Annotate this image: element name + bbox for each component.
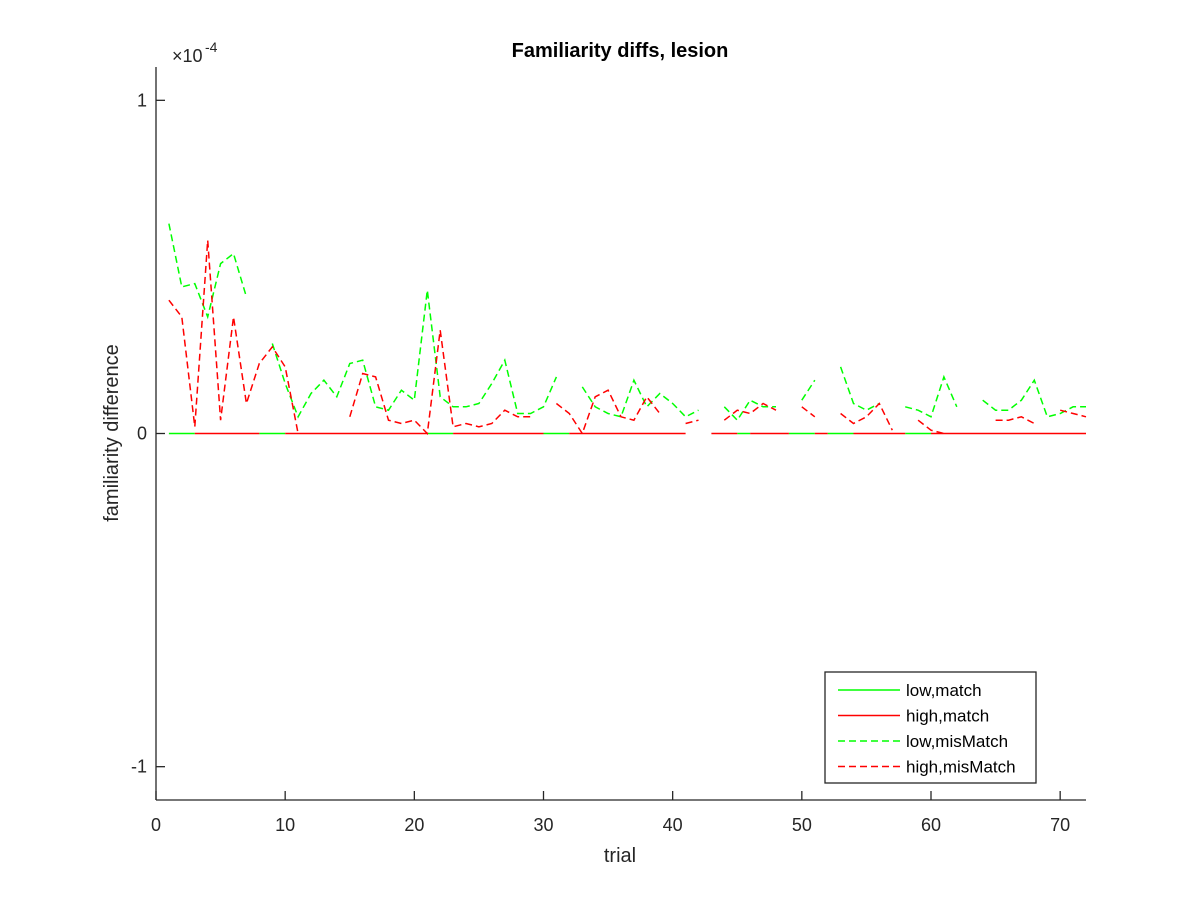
x-tick-label: 40 [663, 815, 683, 835]
series-line-low-mismatch [905, 374, 958, 418]
series-line-high-mismatch [917, 419, 945, 435]
legend-entry-label: low,match [906, 681, 982, 700]
chart-title: Familiarity diffs, lesion [512, 40, 729, 62]
plot-lines [168, 223, 1087, 436]
y-exponent-power: -4 [205, 39, 218, 55]
legend: low,match high,match low,misMatch high,misM… [824, 671, 1037, 784]
series-line-high-mismatch [685, 419, 699, 425]
series-line-high-mismatch [995, 416, 1035, 425]
y-exponent-base: ×10 [172, 46, 203, 66]
series-line-low-mismatch [271, 290, 558, 419]
legend-entry-label: low,misMatch [906, 732, 1008, 751]
x-tick-label: 20 [404, 815, 424, 835]
legend-entry-label: high,match [906, 707, 989, 726]
series-line-high-mismatch [801, 406, 816, 418]
x-tick-label: 0 [151, 815, 161, 835]
y-axis-label: familiarity difference [101, 344, 123, 521]
series-line-high-mismatch [555, 389, 661, 436]
series-line-low-mismatch [801, 379, 816, 401]
series-line-low-mismatch [982, 378, 1086, 418]
x-tick-label: 60 [921, 815, 941, 835]
series-line-low-mismatch [581, 378, 699, 418]
x-axis-label: trial [604, 845, 636, 867]
y-exponent-label: ×10 -4 [172, 39, 218, 66]
series-line-low-mismatch [839, 366, 880, 412]
axes: 0 10 20 30 40 50 60 70 -1 0 1 [131, 67, 1086, 835]
legend-entry-label: high,misMatch [906, 758, 1016, 777]
y-tick-label: 0 [137, 424, 147, 444]
series-line-high-mismatch [840, 402, 893, 431]
x-tick-label: 50 [792, 815, 812, 835]
x-tick-label: 10 [275, 815, 295, 835]
series-low-mismatch [168, 223, 1086, 422]
series-line-high-mismatch [349, 330, 531, 436]
series-line-low-mismatch [168, 223, 248, 320]
series-line-low-mismatch [723, 399, 776, 422]
y-tick-label: 1 [137, 90, 147, 110]
series-line-high-mismatch [723, 402, 777, 421]
series-high-mismatch [168, 240, 1087, 436]
series-line-high-mismatch [168, 240, 299, 434]
x-tick-label: 30 [533, 815, 553, 835]
series-line-high-mismatch [1060, 409, 1087, 418]
x-tick-label: 70 [1050, 815, 1070, 835]
y-tick-label: -1 [131, 757, 147, 777]
